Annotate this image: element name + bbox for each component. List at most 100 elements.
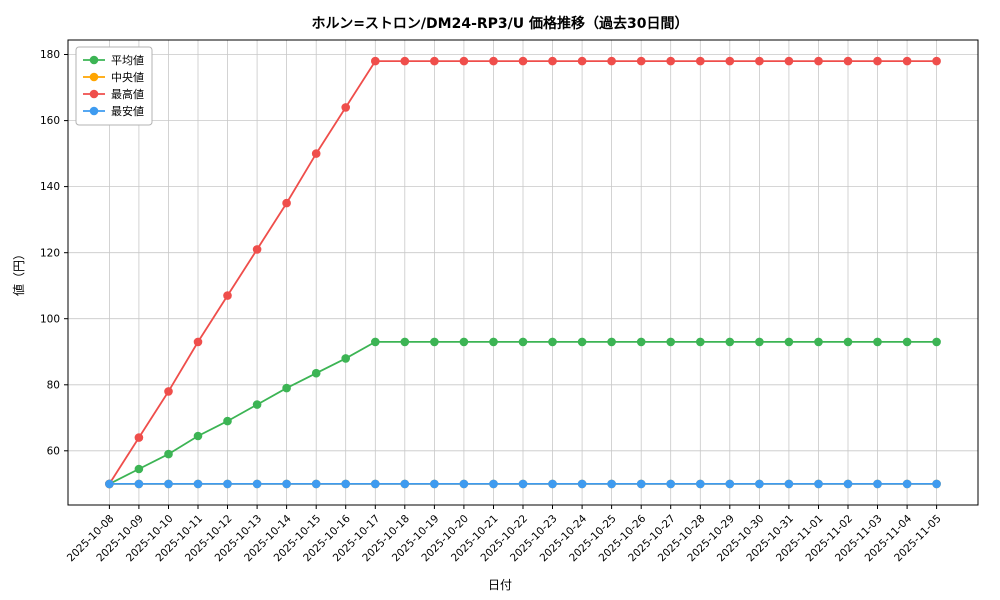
data-point (755, 56, 764, 66)
data-point (666, 337, 675, 347)
data-point (134, 433, 144, 442)
data-point (459, 56, 469, 66)
data-point (607, 479, 616, 489)
data-point (282, 383, 291, 393)
data-point (548, 479, 557, 489)
data-point (814, 479, 823, 489)
data-point (252, 479, 262, 489)
data-point (341, 479, 351, 489)
y-tick-label: 100 (40, 313, 60, 325)
data-point (843, 479, 853, 489)
data-point (666, 479, 675, 489)
data-point (725, 56, 735, 66)
data-point (814, 56, 823, 66)
data-point (193, 479, 203, 489)
data-point (193, 337, 203, 347)
legend-label: 中央値 (111, 71, 144, 84)
data-point (134, 464, 144, 474)
data-point (932, 56, 941, 66)
data-point (636, 337, 646, 347)
y-tick-label: 140 (40, 181, 60, 193)
data-point (548, 337, 557, 347)
y-tick-label: 80 (47, 379, 60, 391)
data-point (902, 337, 912, 347)
data-point (932, 479, 941, 489)
chart-title: ホルン=ストロン/DM24-RP3/U 価格推移（過去30日間） (311, 16, 689, 32)
y-tick-label: 180 (40, 49, 60, 61)
y-tick-label: 120 (40, 247, 60, 259)
data-point (430, 337, 439, 347)
data-point (784, 337, 794, 347)
data-point (371, 56, 380, 66)
data-point (607, 337, 616, 347)
legend-marker (89, 55, 99, 65)
data-point (548, 56, 557, 66)
data-point (252, 400, 262, 409)
legend-label: 平均値 (111, 54, 144, 67)
data-point (843, 337, 853, 347)
data-point (223, 291, 232, 300)
x-axis-label: 日付 (487, 578, 512, 592)
data-point (902, 56, 912, 66)
data-point (252, 245, 262, 254)
data-point (518, 479, 528, 489)
data-point (282, 479, 291, 489)
data-point (518, 56, 528, 66)
data-point (371, 479, 380, 489)
data-point (784, 56, 794, 66)
data-point (577, 56, 587, 66)
data-point (666, 56, 675, 66)
data-point (341, 103, 351, 112)
data-point (311, 368, 321, 378)
data-point (164, 449, 173, 459)
y-tick-label: 160 (40, 115, 60, 127)
data-point (725, 479, 735, 489)
data-point (400, 56, 410, 66)
data-point (636, 479, 646, 489)
data-point (400, 337, 410, 347)
data-point (725, 337, 735, 347)
data-point (489, 56, 498, 66)
data-point (843, 56, 853, 66)
data-point (134, 479, 144, 489)
data-point (696, 337, 705, 347)
data-point (814, 337, 823, 347)
data-point (105, 479, 114, 489)
data-point (341, 354, 351, 363)
data-point (696, 479, 705, 489)
data-point (430, 479, 439, 489)
data-point (489, 337, 498, 347)
data-point (873, 56, 882, 66)
data-point (755, 337, 764, 347)
data-point (607, 56, 616, 66)
data-point (459, 479, 469, 489)
data-point (518, 337, 528, 347)
legend-marker (89, 89, 99, 99)
data-point (696, 56, 705, 66)
data-point (932, 337, 941, 347)
legend-label: 最高値 (111, 87, 144, 101)
data-point (311, 149, 321, 158)
data-point (371, 337, 380, 347)
data-point (311, 479, 321, 489)
data-point (902, 479, 912, 489)
data-point (873, 479, 882, 489)
data-point (873, 337, 882, 347)
data-point (577, 479, 587, 489)
data-point (784, 479, 794, 489)
data-point (164, 387, 173, 396)
data-point (400, 479, 410, 489)
y-axis-label: 値（円） (12, 248, 26, 297)
data-point (636, 56, 646, 66)
data-point (223, 479, 232, 489)
legend-box (75, 46, 153, 126)
data-point (193, 431, 203, 441)
legend-label: 最安値 (111, 104, 144, 118)
data-point (223, 416, 232, 426)
y-tick-label: 60 (47, 445, 60, 457)
data-point (577, 337, 587, 347)
data-point (755, 479, 764, 489)
